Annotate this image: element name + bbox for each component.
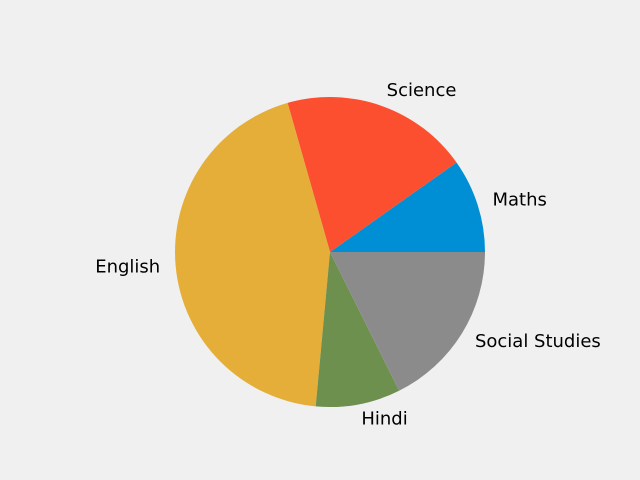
pie-label-maths: Maths [492,189,546,210]
pie-label-science: Science [387,80,457,101]
pie-slice-maths [330,162,485,252]
pie-labels: Maths Science English Hindi Social Studies [95,80,601,429]
pie-slice-science [287,97,457,252]
pie-slice-social-studies [330,252,485,391]
pie-slice-hindi [315,252,400,408]
pie-label-social-studies: Social Studies [475,331,601,352]
pie-label-english: English [95,257,160,278]
pie-slice-english [175,102,330,407]
pie-slices [175,97,485,408]
pie-label-hindi: Hindi [361,409,407,430]
